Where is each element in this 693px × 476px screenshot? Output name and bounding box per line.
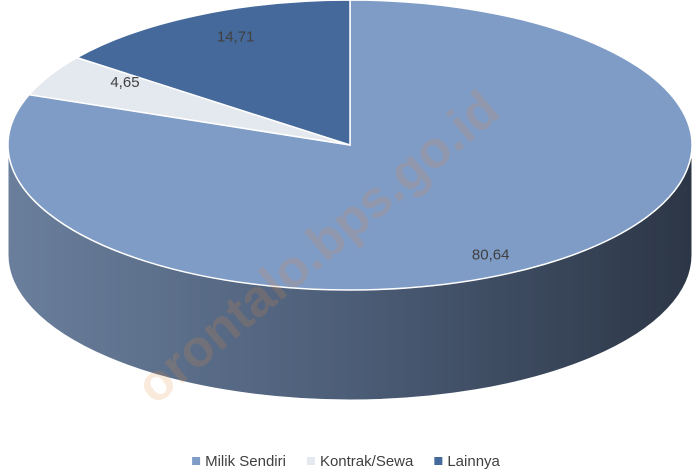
legend-swatch [306,457,315,465]
legend-swatch [192,457,201,465]
legend-label: Milik Sendiri [205,453,286,470]
legend: Milik Sendiri Kontrak/Sewa Lainnya [192,453,501,470]
legend-swatch [434,457,443,465]
legend-label: Lainnya [447,453,500,470]
pie-slice [75,0,351,147]
legend-label: Kontrak/Sewa [320,453,414,470]
data-label: 80,64 [472,247,510,264]
pie: 80,64 4,65 14,71 [7,0,693,401]
data-label: 4,65 [110,74,139,91]
data-label: 14,71 [217,29,255,46]
